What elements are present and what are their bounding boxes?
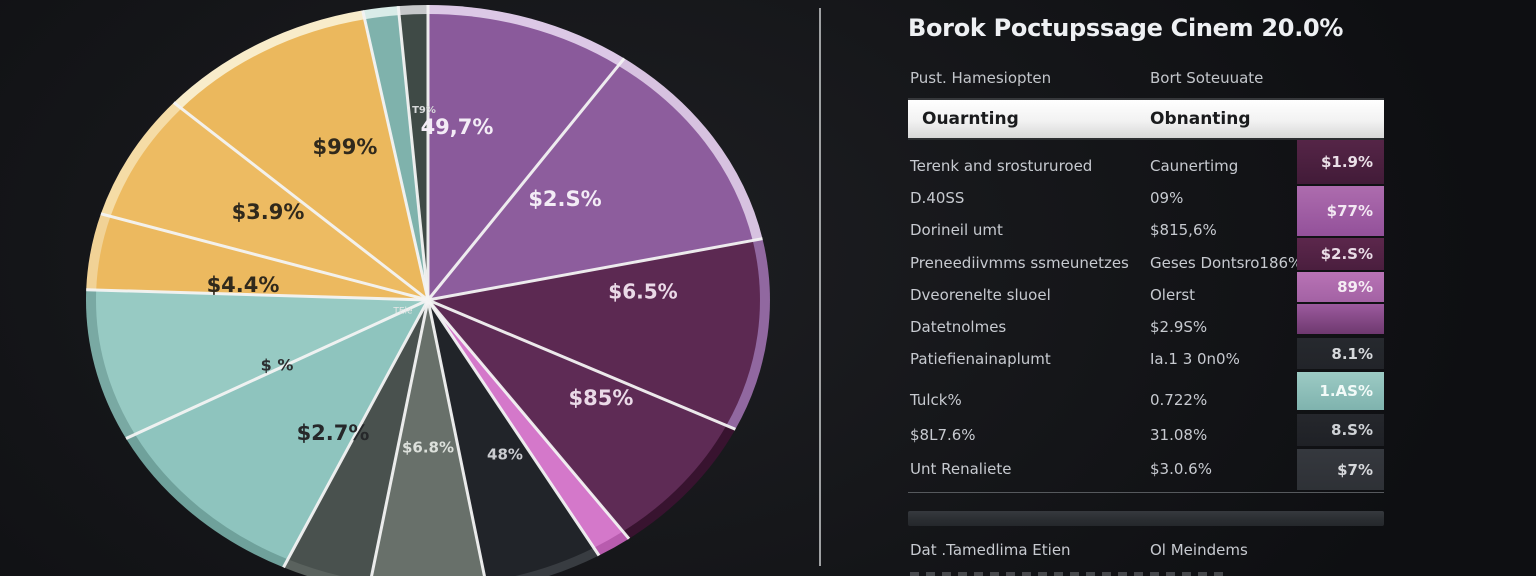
row-value: $815,6%: [1150, 221, 1217, 240]
slice-divider: [361, 10, 430, 301]
pie-slice: [428, 65, 753, 300]
value-badge: $1.9%: [1297, 140, 1384, 184]
row-name: Unt Renaliete: [910, 460, 1012, 478]
slice-divider: [426, 299, 601, 557]
subheader-left: Pust. Hamesiopten: [910, 69, 1052, 87]
row-name: Tulck%: [910, 391, 962, 409]
pie-slice: [428, 240, 760, 426]
value-badge: 8.S%: [1297, 414, 1384, 446]
pie-center-label: TEle: [392, 307, 413, 317]
pie-slice: [371, 300, 485, 576]
slice-label: $2.S%: [528, 187, 601, 211]
slice-divider: [426, 57, 626, 301]
table-row: Dveorenelte sluoel Olerst: [908, 286, 1384, 304]
footer-right: Ol Meindems: [1150, 541, 1248, 559]
slice-divider: [282, 299, 430, 569]
slice-divider: [172, 101, 429, 302]
table-row: D.40SS 09%: [908, 189, 1384, 207]
row-name: Terenk and srostururoed: [910, 157, 1093, 175]
slice-label: $6.5%: [608, 280, 677, 304]
pie-slice: [428, 14, 619, 300]
table-row: Unt Renaliete $3.0.6%: [908, 460, 1384, 478]
value-badge: 89%: [1297, 272, 1384, 302]
clipped-text-row: [910, 572, 1230, 576]
slice-divider: [125, 298, 429, 440]
table-header: Ouarnting Obnanting: [908, 98, 1384, 140]
value-badge: $2.S%: [1297, 238, 1384, 270]
table-row: Tulck% 0.722%: [908, 391, 1384, 409]
section-divider: [908, 492, 1384, 493]
page-title: Borok Poctupssage Cinem 20.0%: [908, 14, 1344, 42]
pie-slice: [181, 19, 428, 301]
table-header-col2[interactable]: Obnanting: [1150, 109, 1251, 129]
slice-label: 49,7%: [421, 115, 494, 139]
slice-divider: [100, 212, 429, 302]
value-badge: 1.AS%: [1297, 372, 1384, 410]
slice-divider: [86, 288, 429, 302]
row-value: $3.0.6%: [1150, 460, 1212, 478]
row-name: D.40SS: [910, 189, 965, 208]
slice-label: 48%: [487, 446, 523, 464]
slice-divider: [427, 237, 763, 302]
pie-slice: [110, 108, 428, 300]
pie-chart: 49,7% $2.S% $6.5% $85% 48% $6.8% $2.7% $ % $4.4%…: [85, 4, 770, 576]
pie-slice: [428, 300, 594, 576]
pie-slice: [287, 300, 428, 576]
row-value: Caunertimg: [1150, 157, 1239, 175]
footer-left: Dat .Tamedlima Etien: [910, 541, 1071, 559]
pie-slice: [428, 300, 727, 532]
value-badge: 8.1%: [1297, 338, 1384, 369]
progress-bar: [908, 511, 1384, 526]
pie-slice: [95, 290, 429, 435]
table-row: Dorineil umt $815,6%: [908, 221, 1384, 239]
subheader-right: Bort Soteuuate: [1150, 69, 1264, 87]
row-name: $8L7.6%: [910, 425, 976, 444]
slice-divider: [370, 299, 430, 576]
slice-label: $3.9%: [232, 200, 305, 224]
row-value: 0.722%: [1150, 391, 1208, 409]
row-value: 31.08%: [1150, 425, 1208, 444]
table-row: Preneediivmms ssmeunetzes Geses Dontsro18…: [908, 254, 1384, 272]
table-row: $8L7.6% 31.08%: [908, 426, 1384, 444]
panel-divider: [819, 8, 821, 566]
value-badge: $7%: [1297, 449, 1384, 490]
row-value: $2.9S%: [1150, 318, 1208, 336]
slice-label: T9%: [412, 105, 436, 116]
slice-label: $4.4%: [207, 273, 280, 297]
slice-divider: [426, 299, 486, 576]
value-badge: [1297, 304, 1384, 334]
slice-label: $85%: [569, 386, 634, 410]
pie-slice: [134, 300, 428, 560]
slice-label: $ %: [261, 356, 294, 375]
slice-divider: [426, 299, 631, 540]
slice-label: $2.7%: [297, 421, 370, 445]
pie-slice: [428, 300, 624, 548]
row-value: Olerst: [1150, 285, 1196, 304]
slice-label: $6.8%: [402, 439, 454, 457]
row-value: Ia.1 3 0n0%: [1150, 350, 1240, 369]
table-row: Datetnolmes $2.9S%: [908, 318, 1384, 336]
row-value: Geses Dontsro186%: [1150, 253, 1303, 272]
value-badge: $77%: [1297, 186, 1384, 236]
slice-divider: [427, 298, 736, 431]
row-name: Dveorenelte sluoel: [910, 285, 1051, 304]
row-name: Preneediivmms ssmeunetzes: [910, 253, 1129, 272]
slice-divider: [396, 5, 430, 301]
row-value: 09%: [1150, 189, 1184, 208]
table-header-col1[interactable]: Ouarnting: [922, 109, 1019, 129]
table-row: Patiefienainaplumt Ia.1 3 0n0%: [908, 350, 1384, 368]
row-name: Datetnolmes: [910, 318, 1007, 336]
row-name: Patiefienainaplumt: [910, 350, 1051, 369]
row-name: Dorineil umt: [910, 221, 1003, 240]
table-row: Terenk and srostururoed Caunertimg: [908, 157, 1384, 175]
slice-label: $99%: [313, 135, 378, 159]
